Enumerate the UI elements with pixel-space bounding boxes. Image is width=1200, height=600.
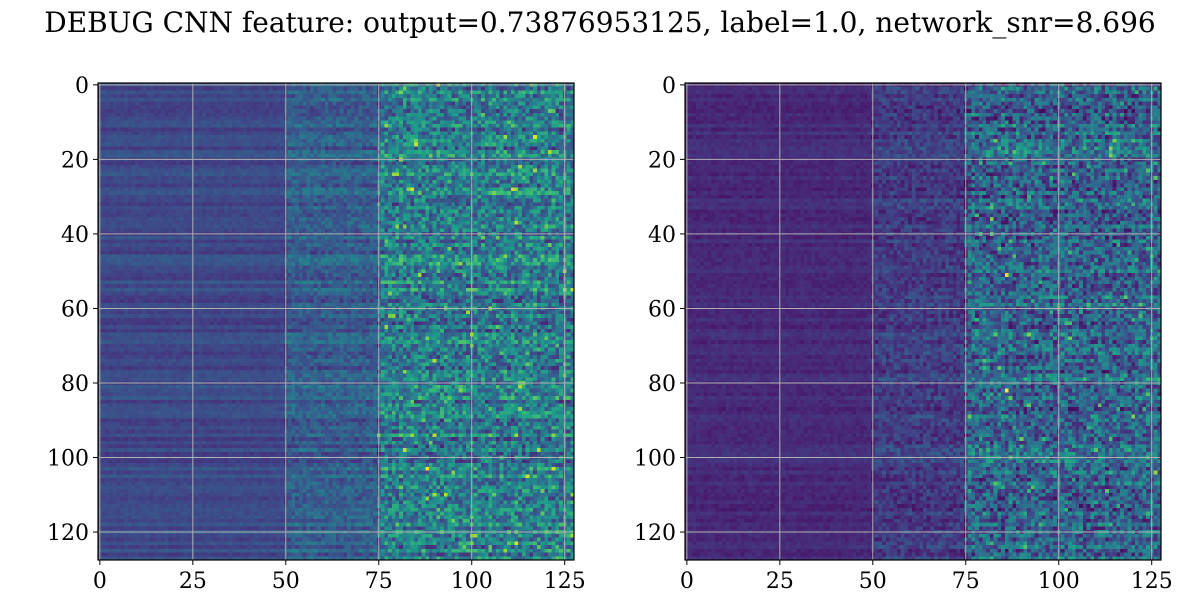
y-tick-label: 80 [648, 372, 676, 397]
heatmap-right: 0 25 50 75 100 125 0 20 40 60 80 100 120 [634, 74, 1173, 594]
x-tick-label: 0 [93, 569, 107, 594]
y-tick-label: 40 [61, 223, 89, 248]
y-tick-label: 60 [61, 297, 89, 322]
x-tick-label: 0 [680, 569, 694, 594]
x-tick-label: 25 [766, 569, 794, 594]
heatmap-left-grid [98, 83, 574, 560]
x-tick-label: 100 [1038, 569, 1080, 594]
heatmap-right-x-axis: 0 25 50 75 100 125 [680, 560, 1173, 594]
figure-title: DEBUG CNN feature: output=0.73876953125,… [44, 6, 1156, 39]
y-tick-label: 60 [648, 297, 676, 322]
y-tick-label: 100 [47, 447, 89, 472]
x-tick-label: 125 [1131, 569, 1173, 594]
y-tick-label: 0 [662, 74, 676, 99]
y-tick-label: 80 [61, 372, 89, 397]
x-tick-label: 50 [272, 569, 300, 594]
x-tick-label: 50 [859, 569, 887, 594]
y-tick-label: 40 [648, 223, 676, 248]
heatmap-left: 0 25 50 75 100 125 0 20 40 60 80 100 120 [47, 74, 586, 594]
y-tick-label: 0 [75, 74, 89, 99]
heatmap-right-image [685, 83, 1161, 560]
heatmap-left-x-axis: 0 25 50 75 100 125 [93, 560, 586, 594]
y-tick-label: 120 [47, 521, 89, 546]
y-tick-label: 20 [648, 148, 676, 173]
heatmap-left-frame [97, 82, 575, 561]
x-tick-label: 75 [952, 569, 980, 594]
heatmap-right-y-axis: 0 20 40 60 80 100 120 [634, 74, 685, 546]
y-tick-label: 100 [634, 447, 676, 472]
x-tick-label: 100 [451, 569, 493, 594]
x-tick-label: 25 [179, 569, 207, 594]
heatmap-left-y-axis: 0 20 40 60 80 100 120 [47, 74, 98, 546]
x-tick-label: 125 [544, 569, 586, 594]
heatmap-left-image [98, 83, 574, 560]
x-tick-label: 75 [365, 569, 393, 594]
y-tick-label: 20 [61, 148, 89, 173]
heatmap-right-frame [684, 82, 1162, 561]
y-tick-label: 120 [634, 521, 676, 546]
heatmap-right-grid [685, 83, 1161, 560]
